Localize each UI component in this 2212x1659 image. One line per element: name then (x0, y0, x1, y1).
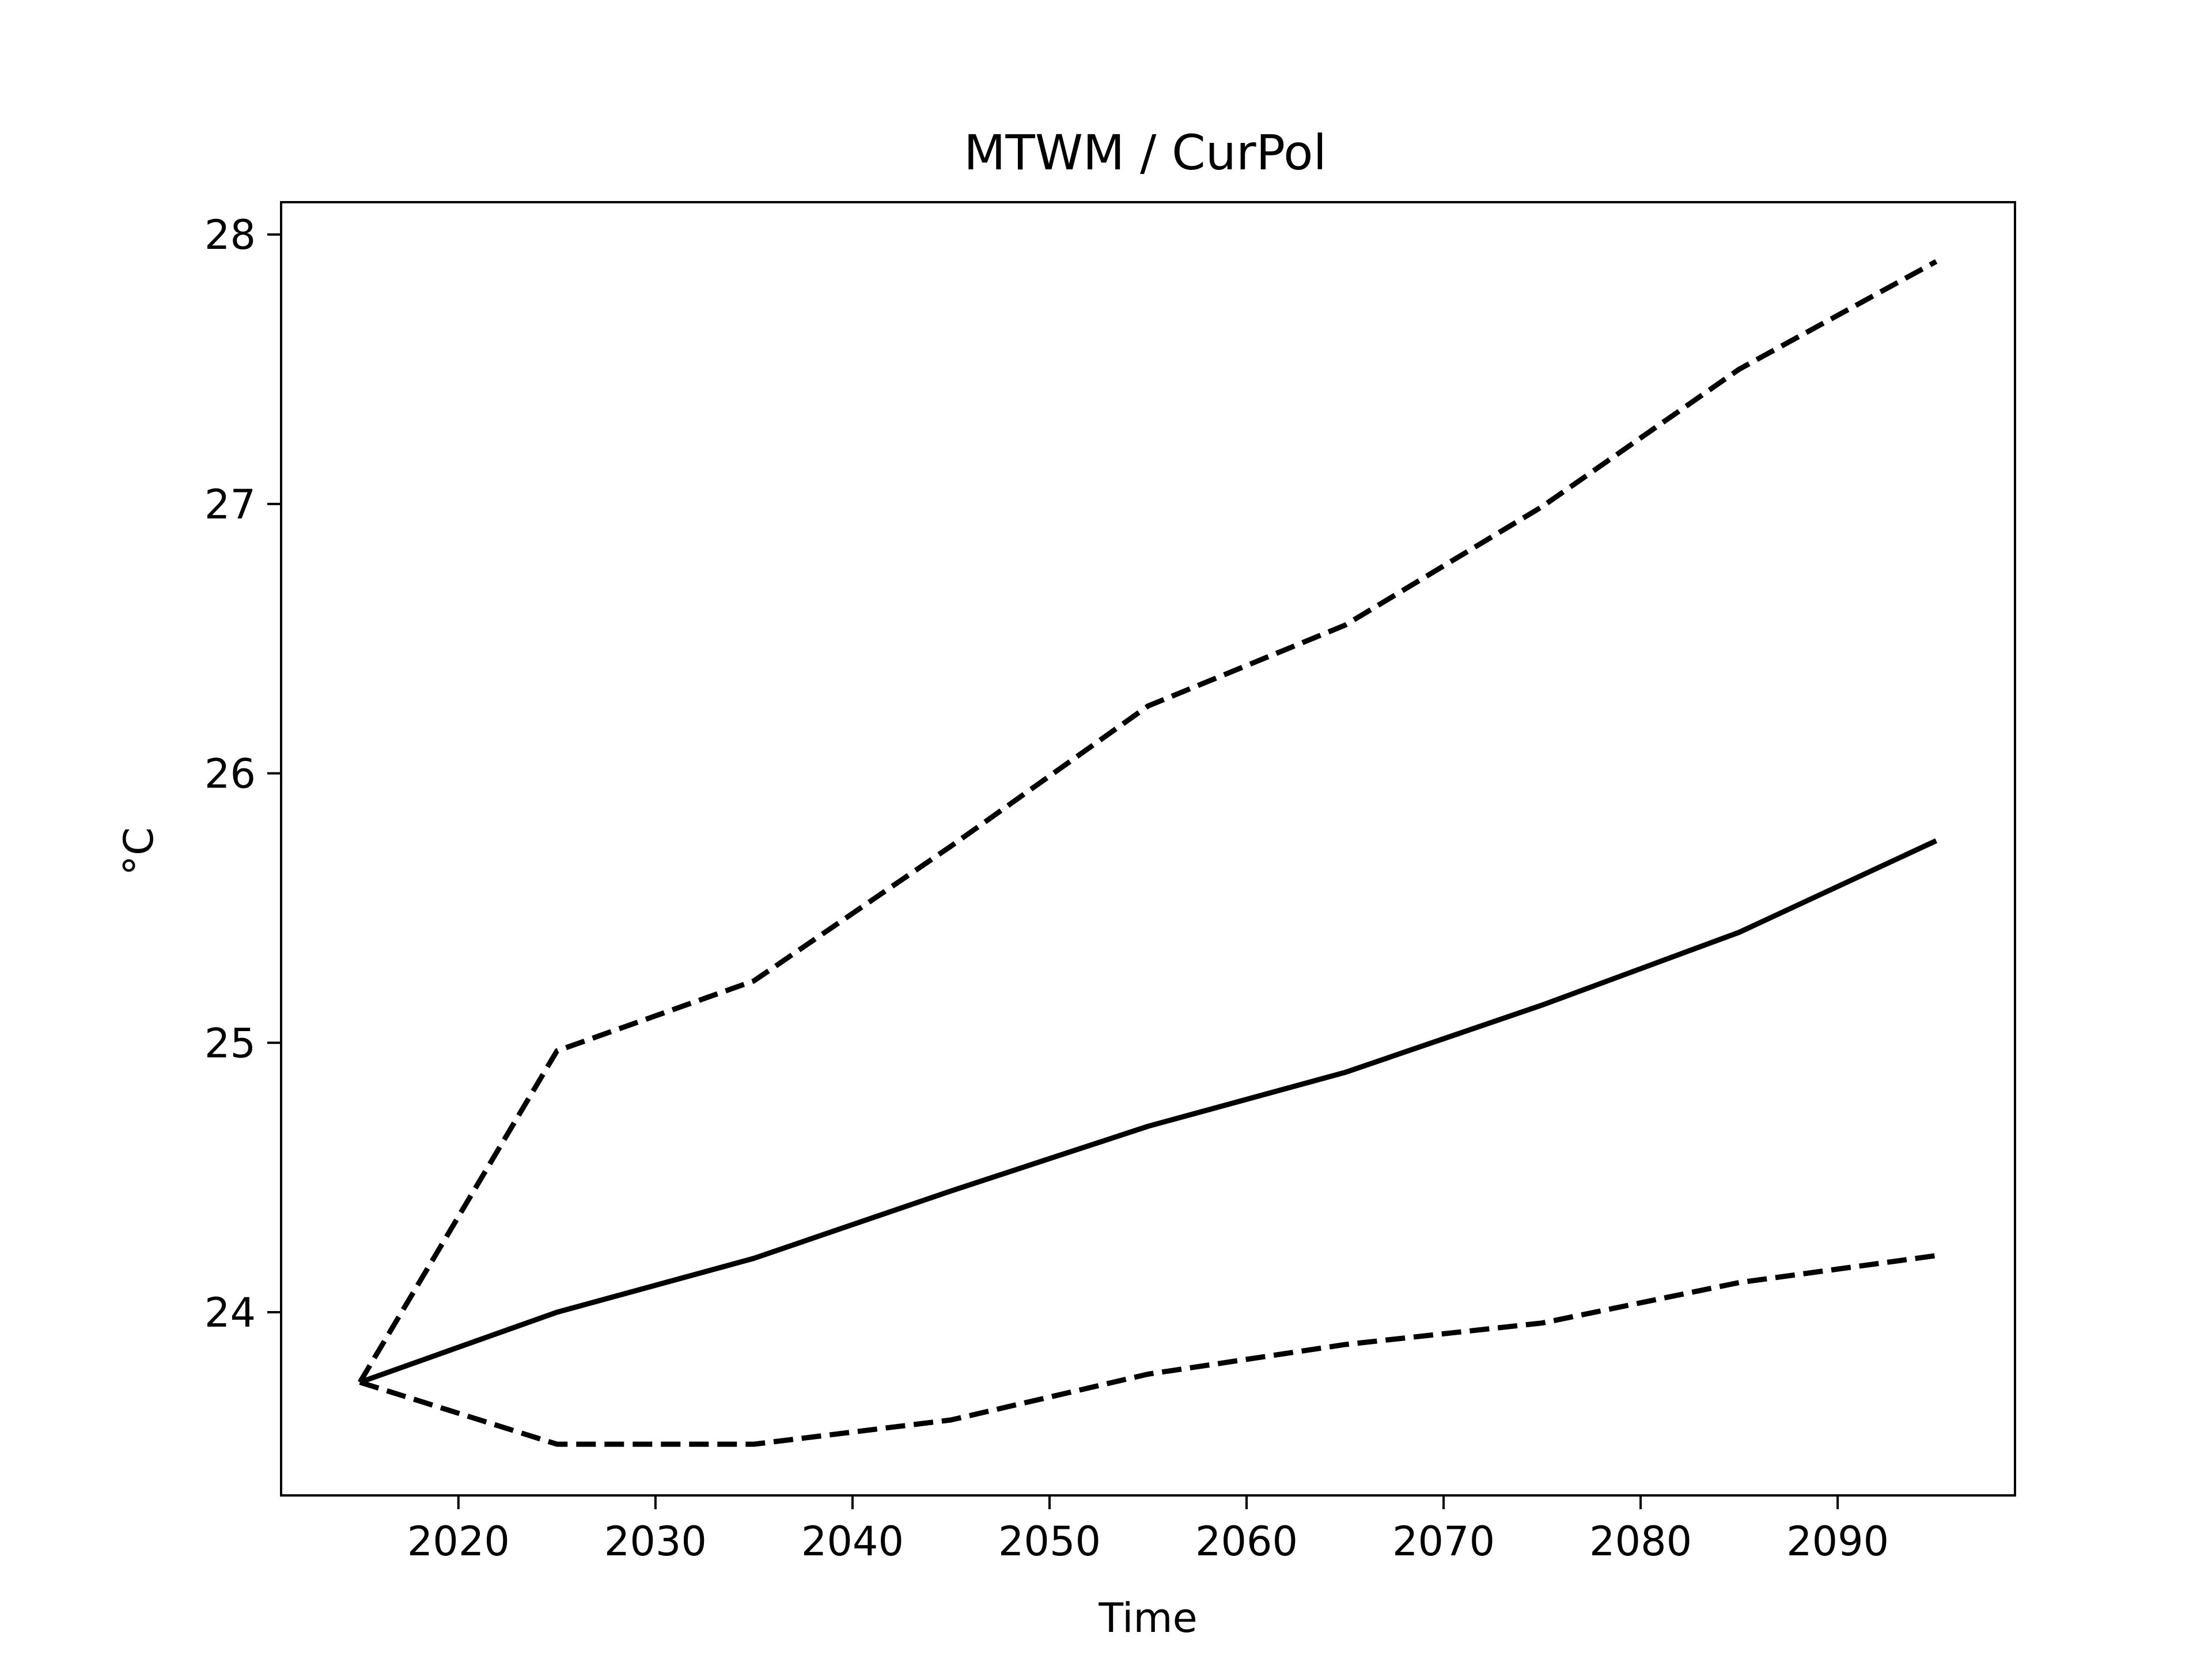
x-tick-label: 2030 (604, 1518, 707, 1565)
series-line-2 (357, 259, 1938, 1384)
x-axis-label: Time (1098, 1594, 1197, 1642)
y-tick-label: 28 (204, 211, 256, 259)
y-tick-label: 26 (204, 751, 256, 798)
chart-title: MTWM / CurPol (964, 124, 1327, 181)
x-tick-label: 2020 (407, 1518, 510, 1565)
x-tick-label: 2090 (1786, 1518, 1889, 1565)
series-line-1 (359, 838, 1938, 1385)
x-tick-label: 2060 (1195, 1518, 1298, 1565)
x-tick-label: 2070 (1392, 1518, 1495, 1565)
y-tick-label: 24 (204, 1289, 256, 1336)
y-axis-label: °C (115, 827, 162, 876)
series-line-3 (359, 1253, 1937, 1447)
y-tick-label: 25 (204, 1020, 256, 1067)
x-tick-label: 2050 (998, 1518, 1101, 1565)
y-tick-label: 27 (204, 481, 256, 528)
x-tick-label: 2040 (801, 1518, 904, 1565)
x-tick-label: 2080 (1589, 1518, 1692, 1565)
plot-area-frame (280, 201, 2016, 1497)
